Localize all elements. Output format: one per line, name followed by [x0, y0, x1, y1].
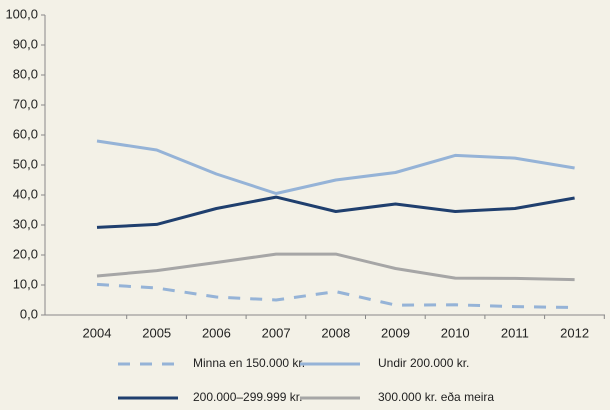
- y-tick-label: 60,0: [13, 126, 38, 141]
- y-tick-label: 100,0: [5, 6, 38, 21]
- y-tick-label: 80,0: [13, 66, 38, 81]
- x-tick-label: 2012: [560, 325, 589, 340]
- y-tick-label: 0,0: [20, 306, 38, 321]
- x-tick-label: 2010: [441, 325, 470, 340]
- y-tick-label: 90,0: [13, 36, 38, 51]
- y-tick-label: 30,0: [13, 216, 38, 231]
- x-tick-label: 2008: [321, 325, 350, 340]
- y-tick-label: 10,0: [13, 276, 38, 291]
- series-line: [96, 282, 575, 309]
- y-tick-label: 20,0: [13, 246, 38, 261]
- x-tick-label: 2006: [202, 325, 231, 340]
- series-line: [96, 195, 575, 229]
- x-tick-label: 2004: [83, 325, 112, 340]
- y-tick-label: 70,0: [13, 96, 38, 111]
- legend-label: Undir 200.000 kr.: [378, 356, 469, 370]
- x-tick-label: 2009: [381, 325, 410, 340]
- x-tick-label: 2005: [142, 325, 171, 340]
- x-tick-label: 2007: [262, 325, 291, 340]
- legend-label: 300.000 kr. eða meira: [378, 390, 494, 404]
- series-line: [96, 252, 575, 282]
- series-line: [96, 139, 575, 195]
- legend-label: Minna en 150.000 kr.: [193, 356, 305, 370]
- x-tick-label: 2011: [501, 325, 529, 340]
- legend-label: 200.000–299.999 kr.: [193, 390, 302, 404]
- y-tick-label: 50,0: [13, 156, 38, 171]
- y-tick-label: 40,0: [13, 186, 38, 201]
